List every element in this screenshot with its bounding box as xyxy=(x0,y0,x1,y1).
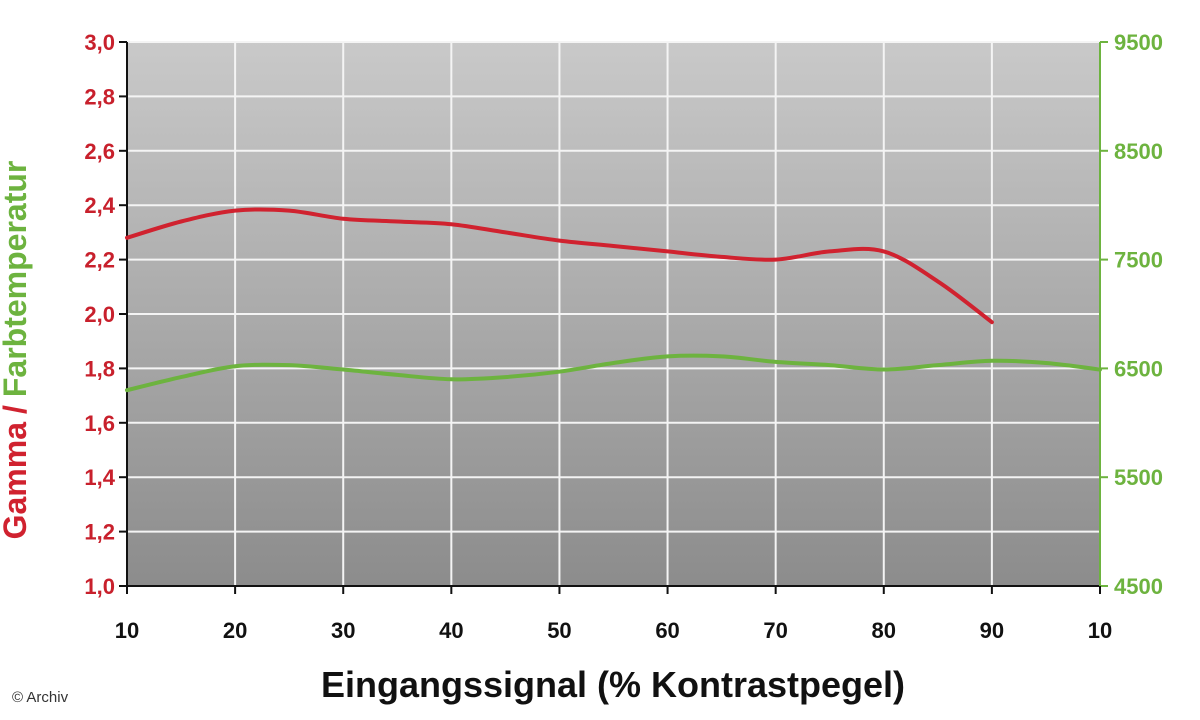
left-tick-label: 2,4 xyxy=(84,193,115,218)
x-tick-label: 90 xyxy=(980,618,1004,643)
y-axis-label: Gamma / Farbtemperatur xyxy=(0,161,33,540)
right-tick-label: 5500 xyxy=(1114,465,1163,490)
left-tick-label: 1,2 xyxy=(84,520,115,545)
axes xyxy=(126,42,1101,592)
right-tick-label: 6500 xyxy=(1114,356,1163,381)
x-tick-label: 40 xyxy=(439,618,463,643)
left-tick-label: 2,8 xyxy=(84,84,115,109)
x-axis: 10 20 30 40 50 60 70 80 90 10 xyxy=(115,586,1112,643)
left-tick-label: 1,8 xyxy=(84,356,115,381)
x-tick-label: 10 xyxy=(1088,618,1112,643)
x-tick-label: 30 xyxy=(331,618,355,643)
series-layer xyxy=(125,207,1102,393)
y-axis-label-gamma: Gamma xyxy=(0,422,33,540)
left-tick-label: 1,6 xyxy=(84,411,115,436)
x-tick-label: 70 xyxy=(763,618,787,643)
y-axis-label-farbtemperatur: Farbtemperatur xyxy=(0,161,33,398)
right-axis: 4500 5500 6500 7500 8500 9500 xyxy=(1100,30,1163,599)
series-line-farbtemperatur xyxy=(125,353,1102,393)
left-tick-label: 1,4 xyxy=(84,465,115,490)
left-tick-label: 3,0 xyxy=(84,30,115,55)
left-axis: 1,0 1,2 1,4 1,6 1,8 2,0 2,2 2,4 2,6 2,8 3,0 xyxy=(84,30,127,599)
credit-text: © Archiv xyxy=(12,689,69,706)
right-tick-label: 8500 xyxy=(1114,139,1163,164)
left-tick-label: 2,6 xyxy=(84,139,115,164)
left-tick-label: 2,2 xyxy=(84,248,115,273)
x-tick-label: 80 xyxy=(872,618,896,643)
x-tick-label: 60 xyxy=(655,618,679,643)
right-tick-label: 7500 xyxy=(1114,248,1163,273)
series-line-gamma xyxy=(125,207,994,325)
left-tick-label: 2,0 xyxy=(84,302,115,327)
x-tick-label: 10 xyxy=(115,618,139,643)
x-tick-label: 20 xyxy=(223,618,247,643)
right-tick-label: 9500 xyxy=(1114,30,1163,55)
y-axis-label-separator: / xyxy=(0,405,33,414)
left-tick-label: 1,0 xyxy=(84,574,115,599)
x-axis-label: Eingangssignal (% Kontrastpegel) xyxy=(321,664,905,705)
right-tick-label: 4500 xyxy=(1114,574,1163,599)
x-tick-label: 50 xyxy=(547,618,571,643)
